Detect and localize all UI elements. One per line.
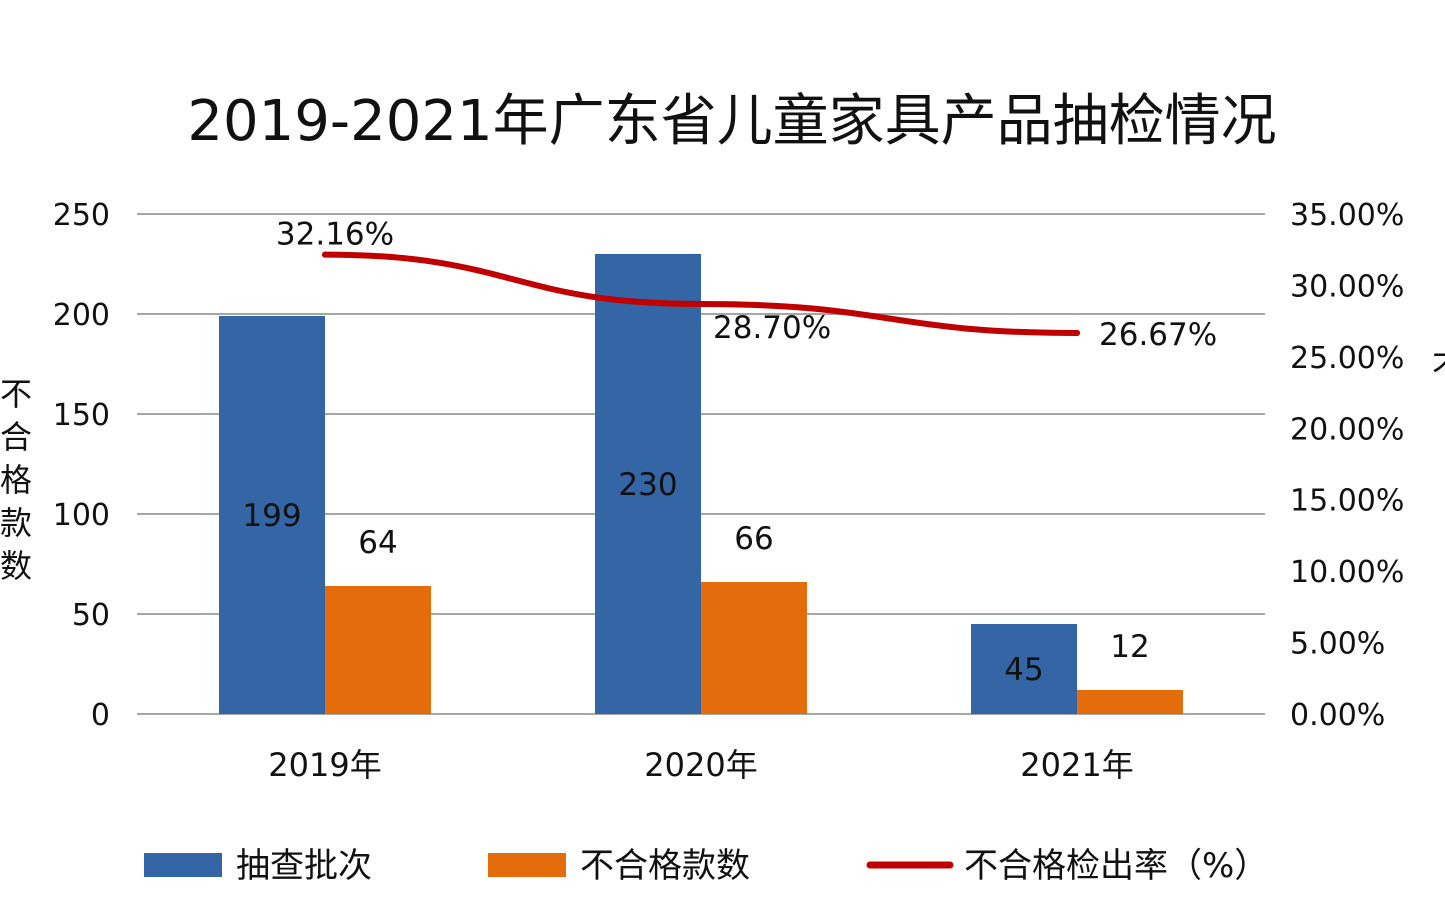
bar-unqualified (701, 582, 807, 714)
category-label: 2019年 (268, 746, 381, 784)
left-axis-ticks: 0 50 100 150 200 250 (53, 198, 110, 733)
left-axis-label-char: 不 (0, 375, 32, 413)
left-tick-label: 100 (53, 498, 110, 533)
right-tick-label: 35.00% (1290, 198, 1404, 233)
left-axis-label-char: 款 (0, 504, 32, 542)
rate-line: 32.16% 28.70% 26.67% (276, 217, 1217, 353)
right-tick-label: 20.00% (1290, 412, 1404, 447)
category-label: 2021年 (1020, 746, 1133, 784)
legend-swatch (144, 853, 222, 877)
right-tick-label: 25.00% (1290, 341, 1404, 376)
left-tick-label: 50 (72, 598, 110, 633)
legend-label: 不合格检出率（%） (964, 846, 1268, 886)
right-axis-label: 不 (1432, 348, 1445, 386)
legend-label: 抽查批次 (236, 846, 372, 886)
bar-data-label: 64 (358, 525, 397, 561)
left-tick-label: 150 (53, 398, 110, 433)
rate-point (322, 251, 328, 258)
bar-inspected (219, 316, 325, 714)
left-tick-label: 200 (53, 298, 110, 333)
rate-data-label: 32.16% (276, 217, 394, 253)
left-tick-label: 0 (91, 698, 110, 733)
right-tick-label: 5.00% (1290, 627, 1385, 662)
bar-data-label: 12 (1110, 629, 1149, 665)
bar-unqualified (1077, 690, 1183, 714)
left-axis-label-char: 格 (0, 461, 32, 499)
left-tick-label: 250 (53, 198, 110, 233)
category-label: 2020年 (644, 746, 757, 784)
rate-point (698, 301, 704, 307)
bar-data-label: 66 (734, 521, 773, 557)
legend-swatch (488, 853, 566, 877)
left-axis-label: 不合格款数 (0, 375, 32, 585)
bar-inspected (971, 624, 1077, 714)
bars: 199 230 45 64 66 12 (219, 254, 1183, 714)
right-tick-label: 15.00% (1290, 484, 1404, 519)
right-axis-ticks: 0.00% 5.00% 10.00% 15.00% 20.00% 25.00% 30.00%… (1290, 198, 1404, 733)
rate-data-label: 28.70% (713, 310, 831, 346)
chart-title: 2019-2021年广东省儿童家具产品抽检情况 (187, 89, 1276, 154)
right-tick-label: 30.00% (1290, 269, 1404, 304)
bar-inspected (595, 254, 701, 714)
rate-point (1074, 330, 1080, 336)
left-axis-label-char: 数 (0, 547, 32, 585)
legend-label: 不合格款数 (580, 846, 750, 886)
category-labels: 2019年 2020年 2021年 (268, 746, 1133, 784)
right-tick-label: 0.00% (1290, 698, 1385, 733)
bar-data-label: 45 (1004, 652, 1043, 688)
bar-data-label: 199 (242, 498, 301, 534)
right-tick-label: 10.00% (1290, 555, 1404, 590)
left-axis-label-char: 合 (0, 418, 32, 456)
rate-data-label: 26.67% (1099, 317, 1217, 353)
bar-unqualified (325, 586, 431, 714)
bar-data-label: 230 (618, 467, 677, 503)
legend: 抽查批次 不合格款数 不合格检出率（%） (144, 846, 1268, 886)
